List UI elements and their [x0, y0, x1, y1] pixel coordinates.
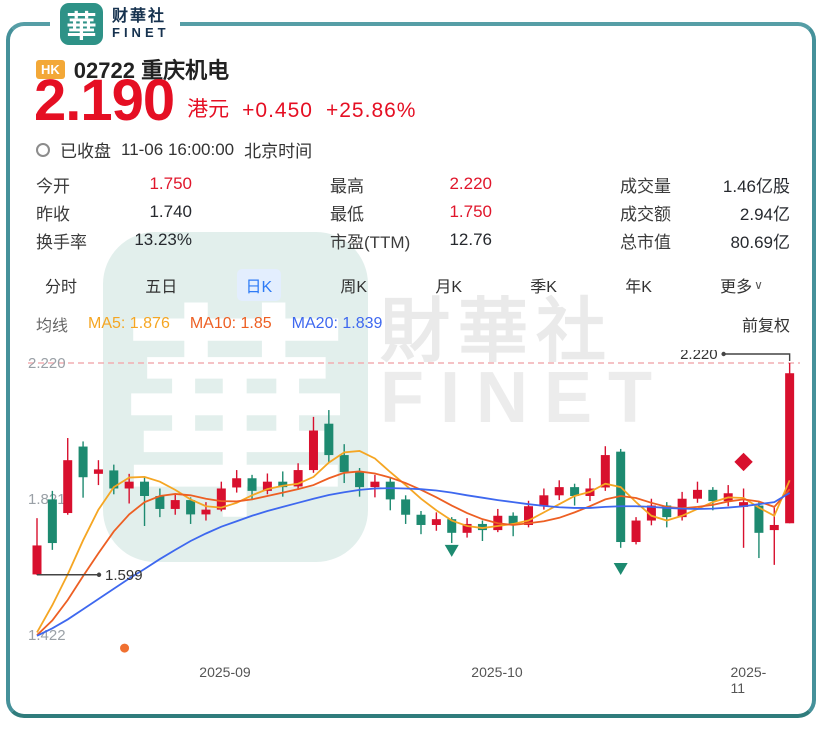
logo-glyph: 華 — [66, 11, 97, 44]
current-price: 2.190 — [34, 68, 175, 133]
tab-daily-k[interactable]: 日K — [236, 269, 282, 301]
stat-label: 昨收 — [36, 204, 70, 224]
stat-turnover-rate: 换手率 13.23% — [36, 226, 192, 254]
tab-5day[interactable]: 五日 — [145, 279, 178, 296]
stat-value: 13.23% — [134, 230, 192, 249]
stat-high: 最高 2.220 — [330, 170, 492, 198]
stat-label: 成交量 — [620, 176, 671, 196]
market-status-icon — [36, 142, 50, 157]
stat-amount: 成交额 2.94亿 — [620, 198, 790, 226]
svg-text:1.599: 1.599 — [105, 567, 143, 584]
stat-label: 换手率 — [36, 232, 87, 252]
market-status-row: 已收盘 11-06 16:00:00 北京时间 — [36, 137, 312, 162]
stat-value: 80.69亿 — [730, 232, 790, 252]
tab-more[interactable]: 更多 ∨ — [711, 269, 772, 301]
stat-volume: 成交量 1.46亿股 — [620, 170, 790, 198]
stat-value: 1.750 — [149, 174, 192, 193]
currency-label: 港元 — [187, 98, 230, 121]
candlestick-chart[interactable]: 2.220 1.821 1.422 1.599 2.220 2025-09 2025-10… — [24, 350, 804, 696]
price-row: 2.190 港元 +0.450 +25.86% — [34, 72, 416, 130]
brand-name-cn: 财華社 — [112, 7, 167, 25]
tab-more-label: 更多 — [720, 279, 753, 296]
price-change-percent: +25.86% — [325, 99, 417, 122]
x-axis-label: 2025-09 — [199, 664, 251, 680]
tab-monthly-k[interactable]: 月K — [435, 279, 463, 296]
watermark-brand-cjk: 財華社 — [380, 292, 614, 370]
quote-time: 11-06 16:00:00 — [121, 139, 235, 159]
interval-tabs: 分时 五日 日K 周K 月K 季K 年K 更多 ∨ — [36, 269, 772, 301]
ma-legend-row: 均线 MA5: 1.876 MA10: 1.85 MA20: 1.839 前复权 — [36, 312, 790, 336]
stat-value: 1.750 — [449, 202, 492, 221]
stat-value: 2.220 — [449, 174, 492, 193]
stats-grid: 今开 1.750 昨收 1.740 换手率 13.23% 最高 2.220 最低… — [36, 170, 790, 256]
market-badge: HK — [36, 59, 65, 79]
watermark-brand-en: FINET — [380, 358, 668, 438]
ma5-value: MA5: 1.876 — [88, 315, 170, 332]
stat-market-cap: 总市值 80.69亿 — [620, 226, 790, 254]
kline-svg: 2.220 1.821 1.422 1.599 2.220 — [28, 350, 800, 653]
svg-text:2.220: 2.220 — [28, 355, 66, 372]
stat-value: 12.76 — [449, 230, 492, 249]
stat-open: 今开 1.750 — [36, 170, 192, 198]
x-axis-label: 2025-11 — [730, 664, 767, 696]
tab-yearly-k[interactable]: 年K — [625, 279, 652, 296]
market-status: 已收盘 — [60, 142, 111, 161]
stat-value: 1.740 — [149, 202, 192, 221]
finet-logo-icon: 華 — [60, 3, 103, 45]
watermark-text: 財華社 FINET — [380, 296, 668, 434]
stat-label: 今开 — [36, 176, 70, 196]
ma20-value: MA20: 1.839 — [291, 315, 383, 332]
stock-code-name: 02722 重庆机电 — [73, 58, 230, 83]
stat-prev-close: 昨收 1.740 — [36, 198, 192, 226]
stat-label: 市盈(TTM) — [330, 232, 411, 252]
stock-title-row: HK 02722 重庆机电 — [36, 53, 229, 85]
tab-minute[interactable]: 分时 — [45, 279, 78, 296]
tab-weekly-k[interactable]: 周K — [340, 279, 368, 296]
stat-value: 1.46亿股 — [722, 176, 790, 196]
brand-name-en: FINET — [112, 24, 170, 40]
quote-timezone: 北京时间 — [244, 142, 313, 161]
stat-value: 2.94亿 — [739, 204, 790, 224]
stat-label: 最高 — [330, 176, 364, 196]
stat-label: 成交额 — [620, 204, 671, 224]
adjust-mode-toggle[interactable]: 前复权 — [741, 318, 790, 335]
svg-text:1.422: 1.422 — [28, 627, 66, 644]
ma10-value: MA10: 1.85 — [189, 315, 272, 332]
watermark-logo: 華 — [103, 232, 368, 562]
brand-logo: 華 财華社 FINET — [50, 0, 180, 50]
ma-legend-title: 均线 — [36, 318, 69, 335]
stat-label: 总市值 — [620, 232, 671, 252]
stat-pe-ttm: 市盈(TTM) 12.76 — [330, 226, 492, 254]
stat-low: 最低 1.750 — [330, 198, 492, 226]
x-axis-label: 2025-10 — [471, 664, 523, 680]
tab-quarterly-k[interactable]: 季K — [530, 279, 557, 296]
svg-text:2.220: 2.220 — [680, 350, 718, 363]
stat-label: 最低 — [330, 204, 364, 224]
svg-text:1.821: 1.821 — [28, 491, 66, 508]
chevron-down-icon: ∨ — [754, 278, 763, 292]
price-change: +0.450 — [242, 99, 313, 122]
